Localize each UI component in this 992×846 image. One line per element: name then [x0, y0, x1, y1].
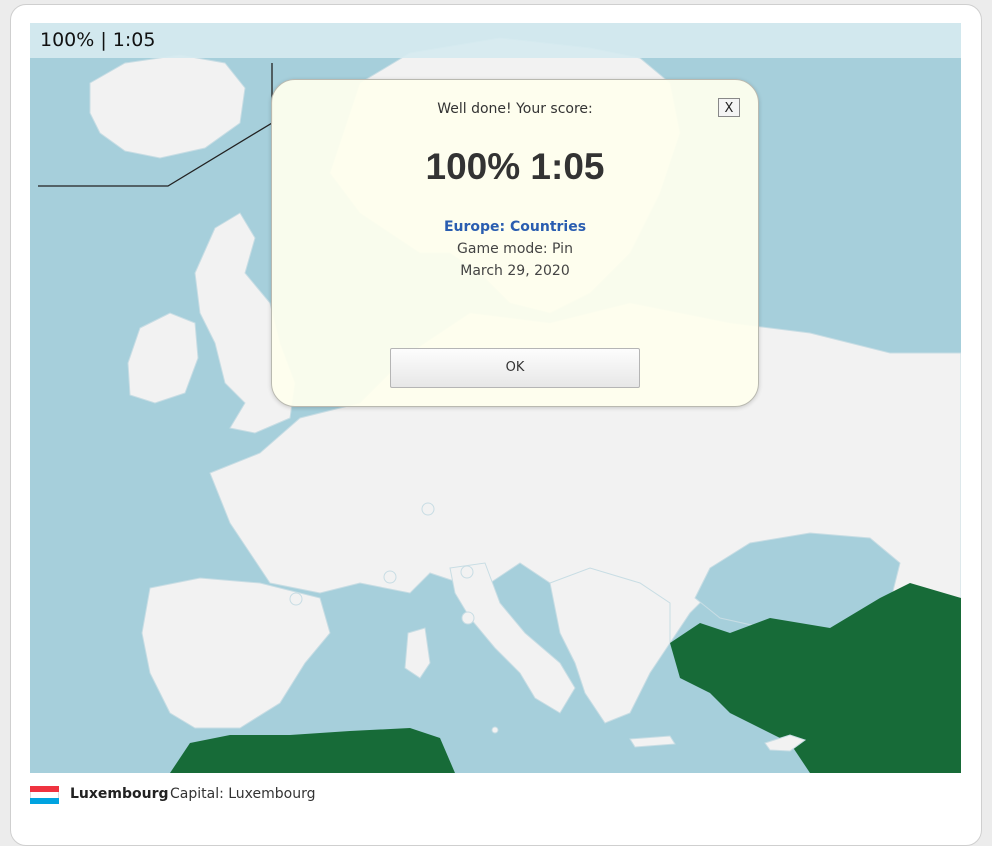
- luxembourg-marker[interactable]: [421, 502, 435, 516]
- capital-name: Capital: Luxembourg: [170, 786, 316, 802]
- flag-stripe-white: [30, 792, 59, 798]
- turkey-shape[interactable]: [670, 583, 961, 773]
- north-africa-shape: [170, 728, 455, 773]
- country-name: Luxembourg: [70, 786, 169, 802]
- ok-button[interactable]: OK: [390, 348, 640, 388]
- score-date: March 29, 2020: [460, 263, 570, 279]
- cyprus-shape[interactable]: [764, 734, 807, 752]
- great-britain-shape[interactable]: [194, 212, 296, 434]
- iceland-shape[interactable]: [89, 54, 246, 159]
- quiz-title-link[interactable]: Europe: Countries: [443, 219, 587, 235]
- malta-marker[interactable]: [491, 726, 499, 734]
- flag-stripe-blue: [30, 798, 59, 804]
- balkans-shape[interactable]: [549, 567, 671, 724]
- score-timer-readout: 100% | 1:05: [40, 29, 156, 51]
- iberia-shape[interactable]: [141, 577, 331, 729]
- vatican-marker[interactable]: [461, 611, 475, 625]
- crete-shape[interactable]: [629, 735, 676, 748]
- monaco-marker[interactable]: [383, 570, 397, 584]
- luxembourg-flag-icon: [30, 786, 59, 804]
- close-button[interactable]: X: [718, 98, 740, 117]
- game-mode: Game mode: Pin: [457, 241, 573, 257]
- san-marino-marker[interactable]: [460, 565, 474, 579]
- flag-stripe-red: [30, 786, 59, 792]
- sardinia-shape[interactable]: [404, 627, 431, 679]
- ireland-shape[interactable]: [127, 312, 199, 404]
- andorra-marker[interactable]: [289, 592, 303, 606]
- score-dialog: Well done! Your score: X 100% 1:05 Europ…: [271, 79, 759, 407]
- status-bar: 100% | 1:05: [30, 23, 961, 58]
- final-score: 100% 1:05: [425, 146, 605, 187]
- dialog-heading: Well done! Your score:: [437, 101, 593, 117]
